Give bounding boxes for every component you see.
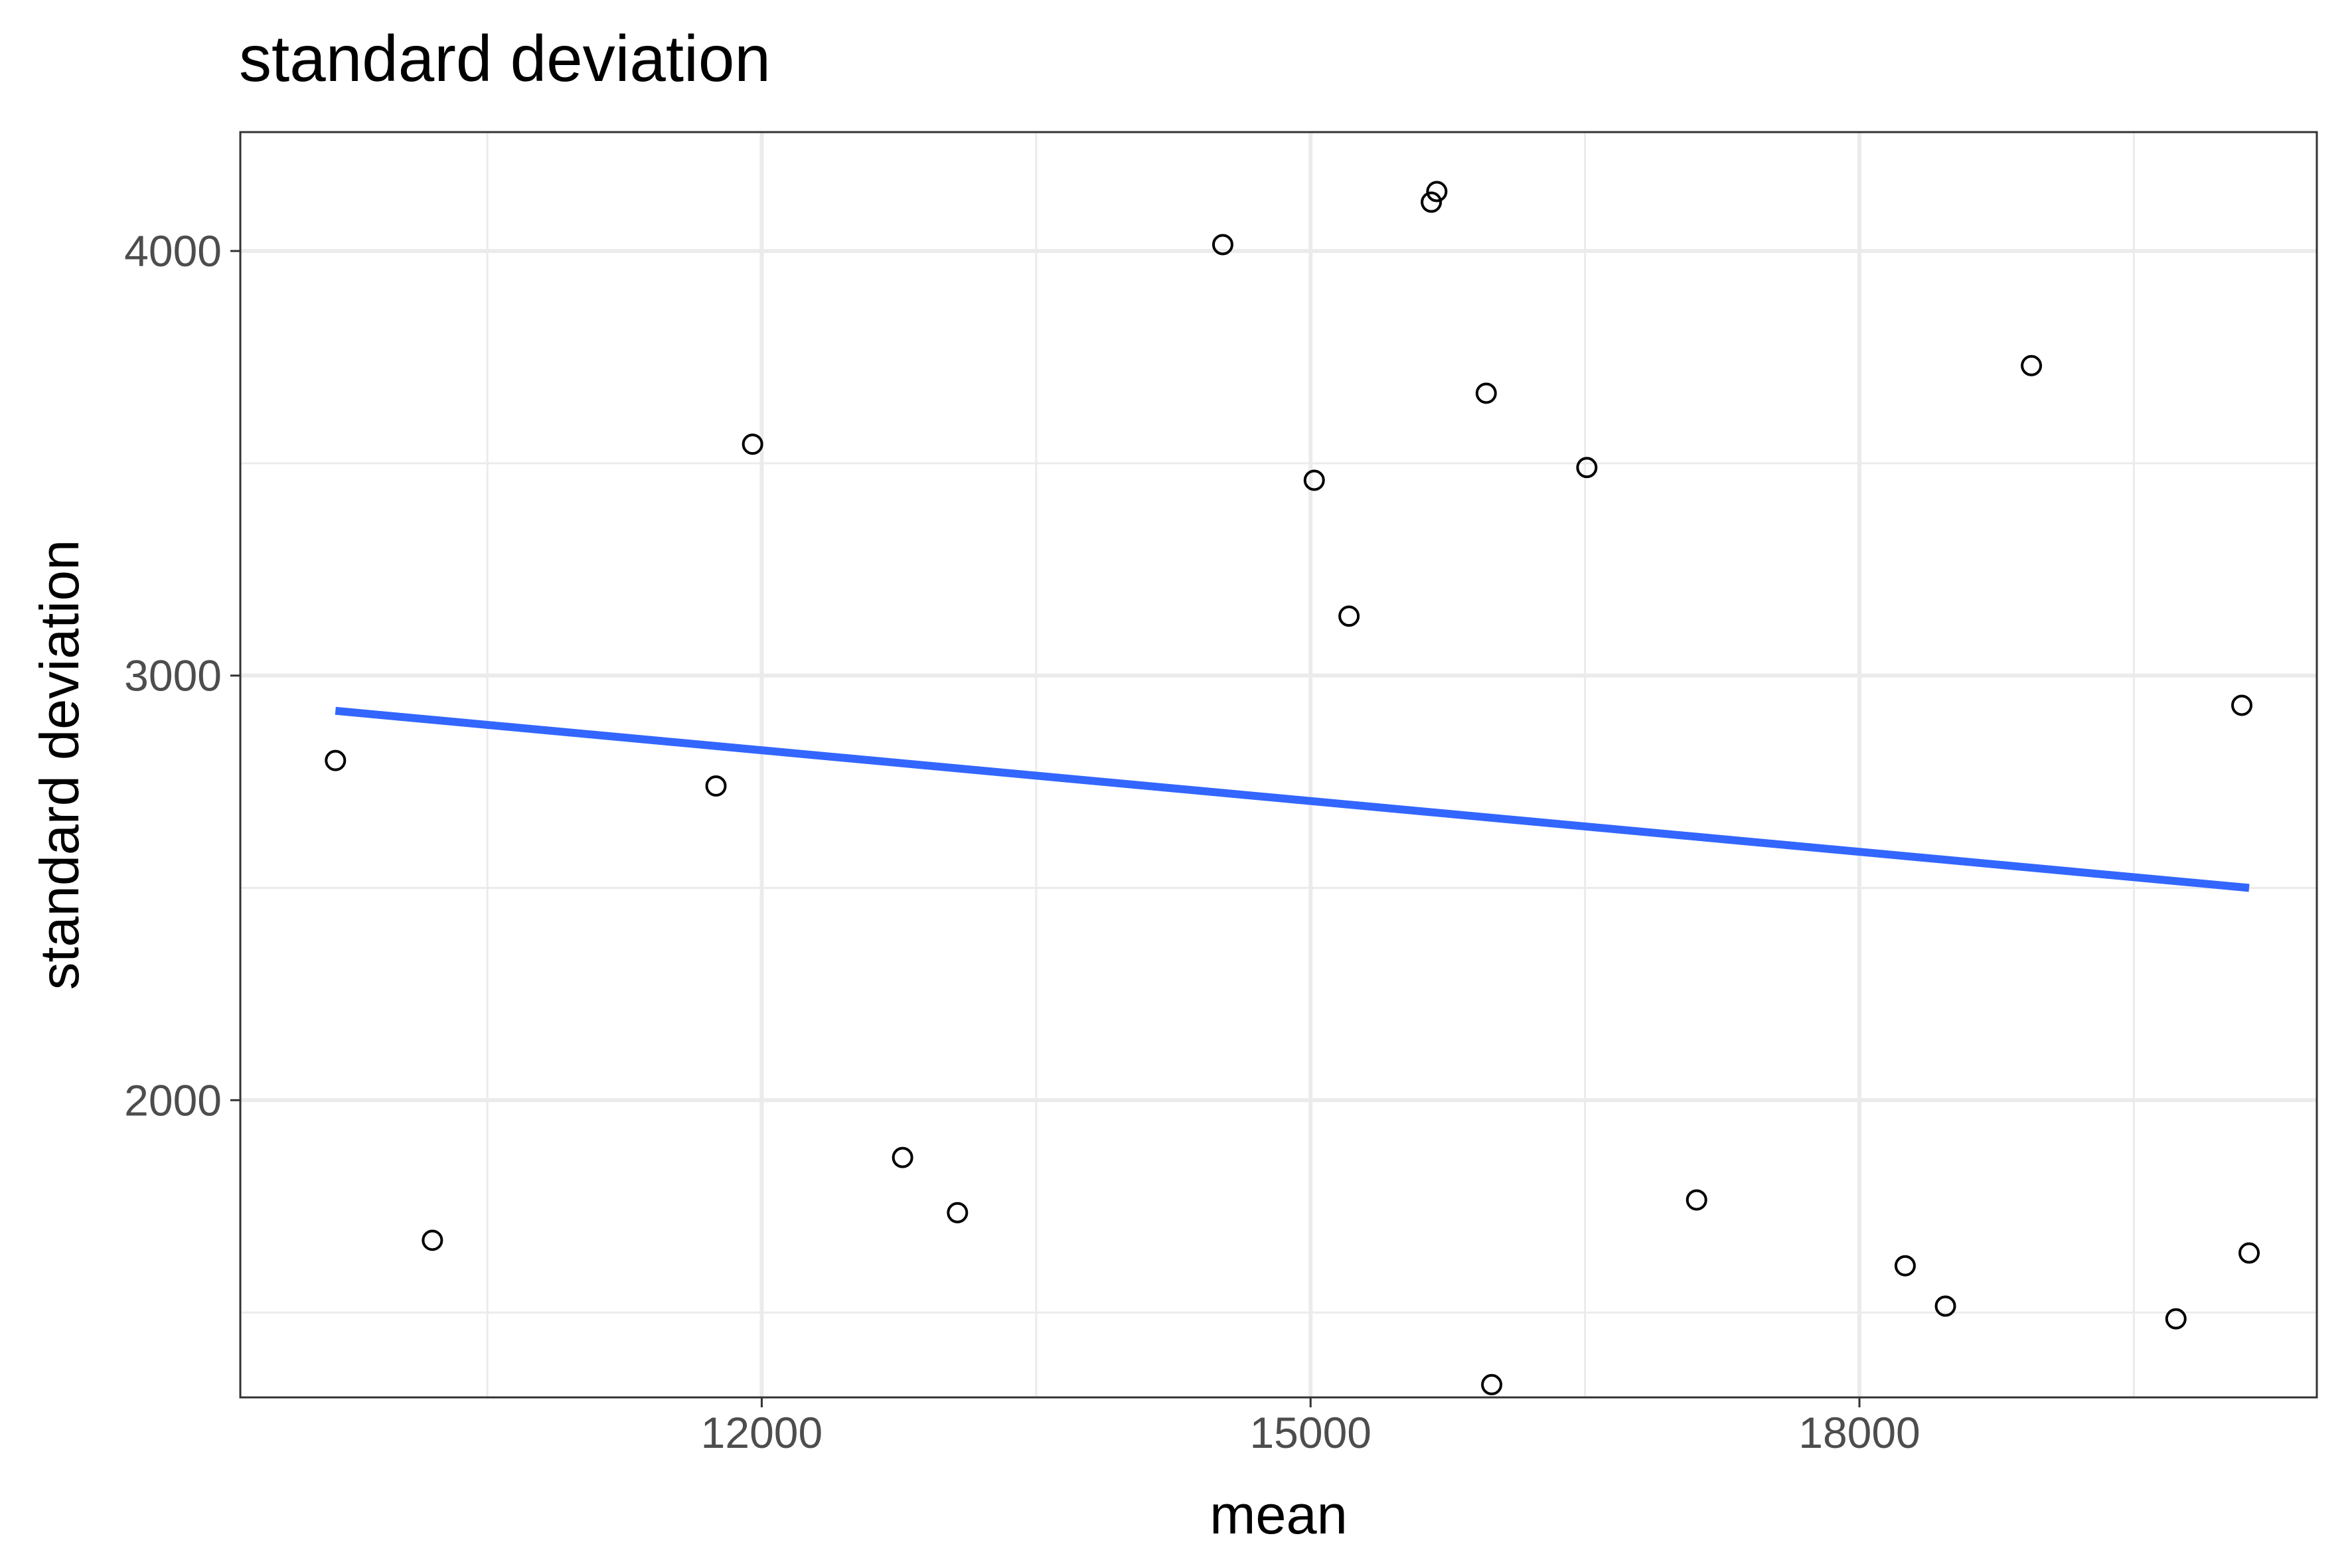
data-point: [1338, 605, 1360, 627]
data-point: [1421, 191, 1443, 213]
data-point: [1475, 382, 1497, 404]
x-tick-label: 18000: [1798, 1408, 1921, 1457]
data-point: [1426, 181, 1448, 202]
data-point: [742, 433, 763, 455]
data-point: [1576, 457, 1598, 479]
trend-line: [335, 706, 2250, 892]
data-point: [1894, 1255, 1916, 1277]
data-point: [892, 1146, 913, 1168]
data-point: [1686, 1189, 1707, 1211]
chart-title: standard deviation: [239, 22, 771, 95]
x-axis-title: mean: [1210, 1484, 1348, 1545]
data-point: [947, 1202, 969, 1223]
data-point: [2165, 1308, 2187, 1330]
data-point: [325, 749, 347, 771]
data-points: [325, 181, 2260, 1395]
x-tick-label: 15000: [1249, 1408, 1372, 1457]
data-point: [2231, 694, 2253, 716]
data-point: [1303, 469, 1325, 491]
x-tick-label: 12000: [701, 1408, 823, 1457]
trend-line-layer: [335, 706, 2250, 892]
data-point: [2021, 354, 2043, 376]
data-point: [1212, 234, 1233, 256]
data-point: [705, 775, 727, 797]
y-tick-label: 2000: [124, 1075, 222, 1125]
data-point: [1934, 1295, 1956, 1317]
y-axis-title: standard deviation: [29, 540, 90, 990]
y-tick-label: 3000: [124, 651, 222, 700]
data-point: [1481, 1373, 1503, 1395]
data-point: [422, 1229, 443, 1251]
grid-lines: [240, 132, 2317, 1397]
y-tick-label: 4000: [124, 226, 222, 275]
axis-ticks: 12000 15000 18000 2000 3000 4000: [124, 226, 1921, 1457]
panel-border: [239, 131, 2318, 1399]
data-point: [2238, 1242, 2260, 1264]
